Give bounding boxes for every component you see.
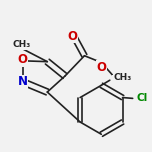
Text: CH₃: CH₃ [113, 73, 132, 82]
Text: O: O [68, 30, 78, 43]
Text: O: O [17, 54, 27, 66]
Text: Cl: Cl [136, 93, 148, 103]
Text: CH₃: CH₃ [13, 40, 31, 49]
Text: N: N [18, 75, 28, 88]
Text: O: O [96, 61, 106, 74]
Text: F: F [113, 75, 120, 85]
